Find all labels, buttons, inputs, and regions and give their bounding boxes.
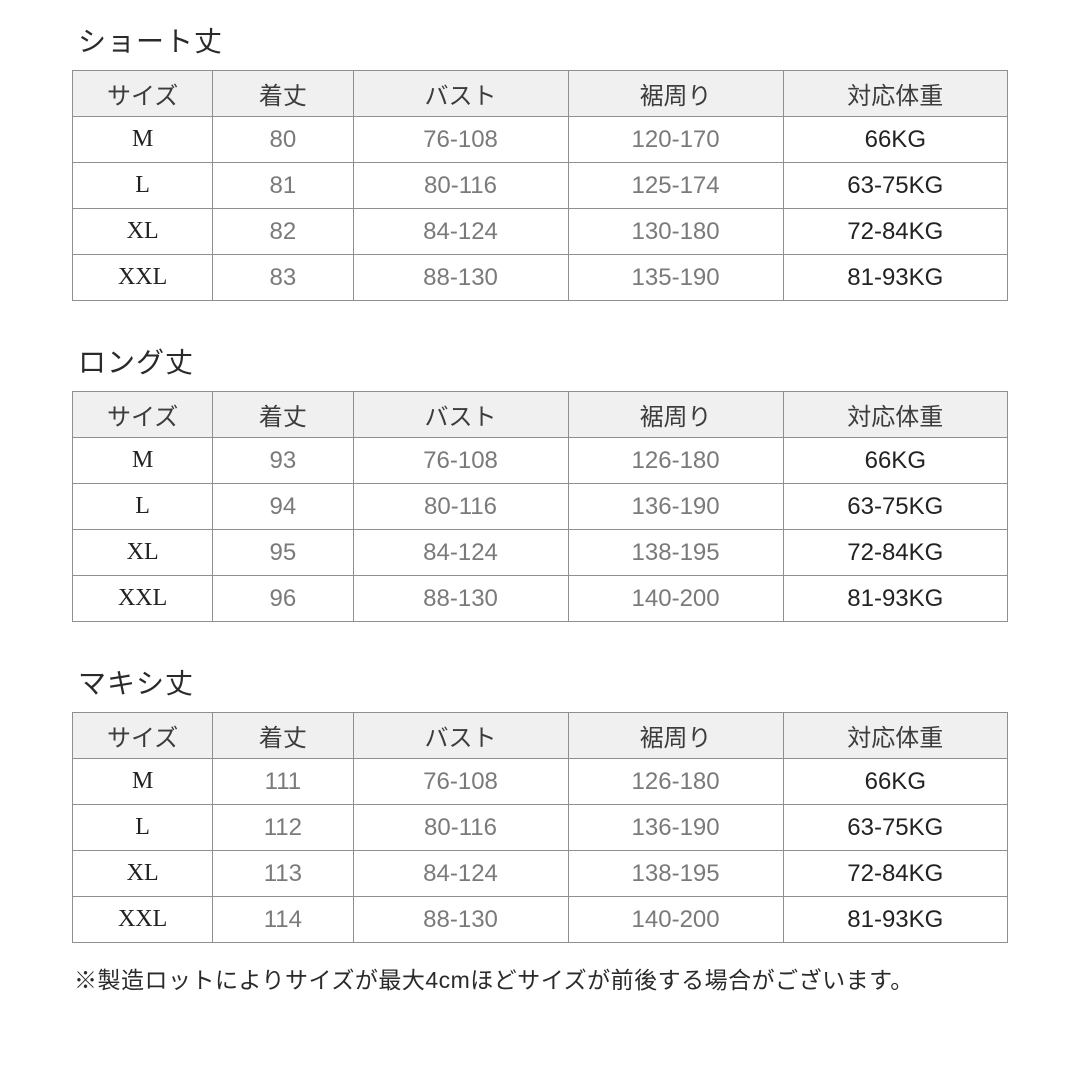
col-header: 対応体重 (783, 392, 1007, 438)
size-cell: XL (73, 209, 213, 255)
section-title: マキシ丈 (78, 662, 1008, 702)
size-cell: XL (73, 530, 213, 576)
table-row: M 93 76-108 126-180 66KG (73, 438, 1008, 484)
table-row: L 94 80-116 136-190 63-75KG (73, 484, 1008, 530)
col-header: サイズ (73, 713, 213, 759)
length-cell: 113 (213, 851, 353, 897)
bust-cell: 76-108 (353, 759, 568, 805)
weight-cell: 72-84KG (783, 530, 1007, 576)
section-maxi: マキシ丈 サイズ 着丈 バスト 裾周り 対応体重 M 111 76-108 12… (72, 662, 1008, 943)
length-cell: 95 (213, 530, 353, 576)
col-header: 対応体重 (783, 713, 1007, 759)
hem-cell: 126-180 (568, 438, 783, 484)
hem-cell: 140-200 (568, 897, 783, 943)
length-cell: 114 (213, 897, 353, 943)
hem-cell: 140-200 (568, 576, 783, 622)
weight-cell: 72-84KG (783, 209, 1007, 255)
table-row: L 81 80-116 125-174 63-75KG (73, 163, 1008, 209)
size-cell: L (73, 163, 213, 209)
size-cell: XXL (73, 576, 213, 622)
table-row: XXL 83 88-130 135-190 81-93KG (73, 255, 1008, 301)
weight-cell: 72-84KG (783, 851, 1007, 897)
col-header: 着丈 (213, 713, 353, 759)
length-cell: 93 (213, 438, 353, 484)
length-cell: 96 (213, 576, 353, 622)
length-cell: 83 (213, 255, 353, 301)
weight-cell: 81-93KG (783, 255, 1007, 301)
col-header: 着丈 (213, 71, 353, 117)
size-cell: M (73, 117, 213, 163)
bust-cell: 80-116 (353, 484, 568, 530)
table-row: XL 82 84-124 130-180 72-84KG (73, 209, 1008, 255)
bust-cell: 88-130 (353, 255, 568, 301)
weight-cell: 81-93KG (783, 897, 1007, 943)
bust-cell: 84-124 (353, 209, 568, 255)
table-row: XXL 114 88-130 140-200 81-93KG (73, 897, 1008, 943)
length-cell: 111 (213, 759, 353, 805)
bust-cell: 88-130 (353, 897, 568, 943)
weight-cell: 63-75KG (783, 805, 1007, 851)
weight-cell: 63-75KG (783, 484, 1007, 530)
hem-cell: 138-195 (568, 530, 783, 576)
size-cell: M (73, 759, 213, 805)
length-cell: 94 (213, 484, 353, 530)
weight-cell: 66KG (783, 438, 1007, 484)
section-short: ショート丈 サイズ 着丈 バスト 裾周り 対応体重 M 80 76-108 12… (72, 20, 1008, 301)
hem-cell: 125-174 (568, 163, 783, 209)
size-cell: XXL (73, 897, 213, 943)
section-title: ショート丈 (78, 20, 1008, 60)
col-header: 対応体重 (783, 71, 1007, 117)
length-cell: 81 (213, 163, 353, 209)
col-header: 着丈 (213, 392, 353, 438)
section-long: ロング丈 サイズ 着丈 バスト 裾周り 対応体重 M 93 76-108 126… (72, 341, 1008, 622)
table-row: XXL 96 88-130 140-200 81-93KG (73, 576, 1008, 622)
bust-cell: 88-130 (353, 576, 568, 622)
length-cell: 82 (213, 209, 353, 255)
size-cell: L (73, 484, 213, 530)
bust-cell: 84-124 (353, 530, 568, 576)
table-row: XL 95 84-124 138-195 72-84KG (73, 530, 1008, 576)
table-row: M 80 76-108 120-170 66KG (73, 117, 1008, 163)
table-row: XL 113 84-124 138-195 72-84KG (73, 851, 1008, 897)
weight-cell: 63-75KG (783, 163, 1007, 209)
bust-cell: 80-116 (353, 163, 568, 209)
hem-cell: 130-180 (568, 209, 783, 255)
col-header: 裾周り (568, 713, 783, 759)
table-row: M 111 76-108 126-180 66KG (73, 759, 1008, 805)
col-header: 裾周り (568, 392, 783, 438)
col-header: サイズ (73, 71, 213, 117)
col-header: バスト (353, 713, 568, 759)
size-table-maxi: サイズ 着丈 バスト 裾周り 対応体重 M 111 76-108 126-180… (72, 712, 1008, 943)
hem-cell: 138-195 (568, 851, 783, 897)
length-cell: 80 (213, 117, 353, 163)
bust-cell: 76-108 (353, 438, 568, 484)
size-table-long: サイズ 着丈 バスト 裾周り 対応体重 M 93 76-108 126-180 … (72, 391, 1008, 622)
size-table-short: サイズ 着丈 バスト 裾周り 対応体重 M 80 76-108 120-170 … (72, 70, 1008, 301)
section-title: ロング丈 (78, 341, 1008, 381)
size-cell: M (73, 438, 213, 484)
weight-cell: 81-93KG (783, 576, 1007, 622)
col-header: サイズ (73, 392, 213, 438)
hem-cell: 136-190 (568, 484, 783, 530)
hem-cell: 126-180 (568, 759, 783, 805)
col-header: 裾周り (568, 71, 783, 117)
col-header: バスト (353, 392, 568, 438)
footnote: ※製造ロットによりサイズが最大4cmほどサイズが前後する場合がございます。 (74, 961, 1008, 995)
hem-cell: 136-190 (568, 805, 783, 851)
size-cell: XXL (73, 255, 213, 301)
bust-cell: 84-124 (353, 851, 568, 897)
size-cell: L (73, 805, 213, 851)
size-cell: XL (73, 851, 213, 897)
bust-cell: 80-116 (353, 805, 568, 851)
weight-cell: 66KG (783, 117, 1007, 163)
hem-cell: 135-190 (568, 255, 783, 301)
col-header: バスト (353, 71, 568, 117)
length-cell: 112 (213, 805, 353, 851)
hem-cell: 120-170 (568, 117, 783, 163)
bust-cell: 76-108 (353, 117, 568, 163)
table-row: L 112 80-116 136-190 63-75KG (73, 805, 1008, 851)
weight-cell: 66KG (783, 759, 1007, 805)
